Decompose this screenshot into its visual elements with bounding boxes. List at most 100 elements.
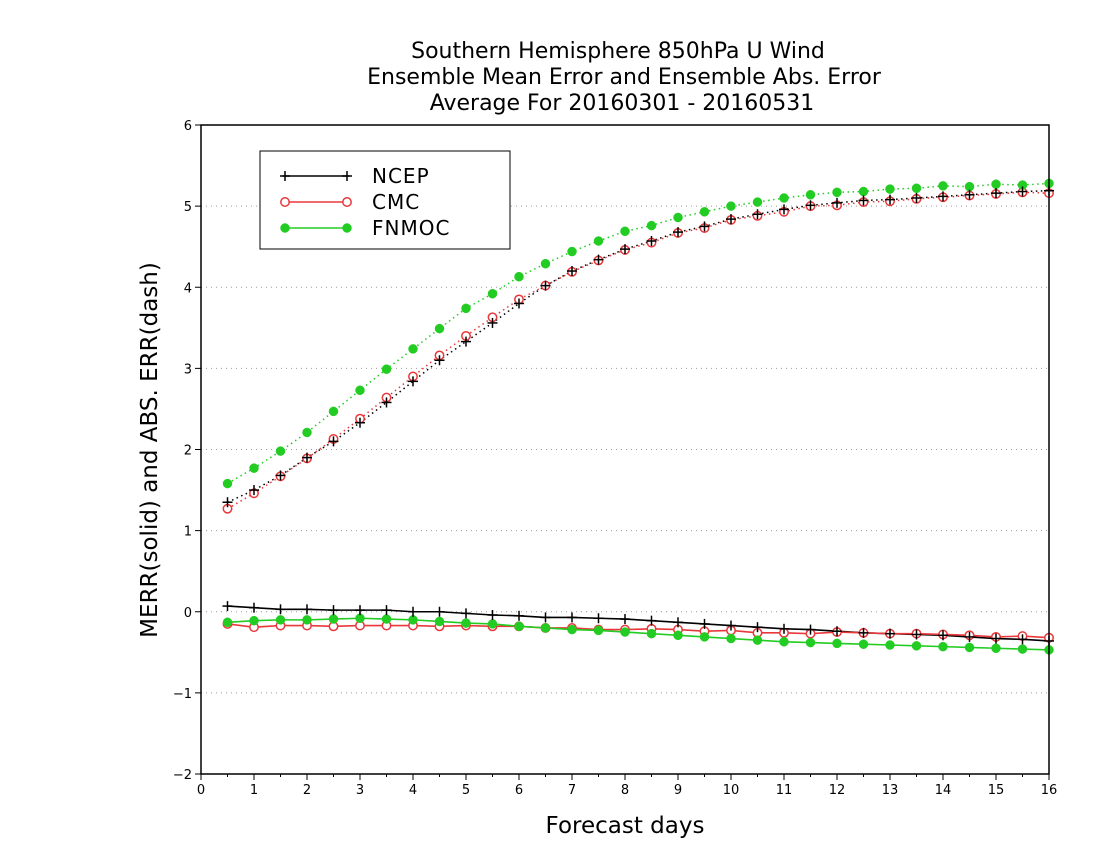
data-point — [302, 615, 312, 625]
data-point — [222, 601, 233, 612]
data-point — [911, 193, 922, 204]
y-tick-label: 5 — [184, 200, 192, 215]
data-point — [620, 614, 630, 625]
data-point — [381, 605, 392, 616]
data-point — [991, 643, 1001, 654]
y-tick-label: 6 — [184, 119, 192, 134]
data-point — [593, 613, 604, 624]
data-point — [487, 288, 498, 299]
data-point — [726, 620, 736, 631]
data-point — [1017, 186, 1028, 197]
data-point — [938, 191, 948, 202]
x-axis-ticks: 0 1 2 3 4 5 6 7 8 9 10 11 12 13 14 15 16 — [197, 774, 1057, 798]
data-point — [222, 497, 233, 508]
x-tick-label: 8 — [621, 783, 629, 798]
series-cmc-mean-line — [227, 623, 1050, 639]
data-point — [514, 621, 524, 632]
data-point — [752, 622, 763, 633]
x-tick-label: 3 — [356, 783, 364, 798]
data-point — [832, 638, 842, 649]
data-point — [461, 336, 471, 347]
legend-marker — [342, 223, 352, 233]
title-line-3: Average For 20160301 - 20160531 — [430, 91, 815, 116]
y-tick-label: −1 — [173, 687, 192, 702]
title-line-2: Ensemble Mean Error and Ensemble Abs. Er… — [367, 65, 882, 90]
data-point — [832, 626, 842, 637]
data-point — [805, 624, 816, 635]
series-ncep-mean-error — [227, 605, 1050, 642]
series-ncep-mean-line — [227, 605, 1050, 642]
x-tick-label: 10 — [723, 783, 740, 798]
data-point — [434, 616, 445, 627]
legend-item-ncep: NCEP — [280, 164, 429, 188]
data-point — [726, 633, 736, 644]
data-point — [328, 406, 339, 417]
data-point — [302, 604, 312, 615]
data-point — [646, 628, 657, 639]
data-point — [567, 246, 577, 257]
x-tick-label: 7 — [568, 783, 576, 798]
data-point — [355, 605, 365, 616]
data-point — [752, 209, 763, 220]
data-point — [673, 630, 683, 641]
series-cmc-abs-error — [227, 191, 1050, 510]
data-point — [487, 317, 498, 328]
x-tick-label: 9 — [674, 783, 682, 798]
legend-label: FNMOC — [372, 216, 450, 240]
data-point — [699, 618, 710, 629]
data-point — [461, 618, 471, 628]
data-point — [275, 615, 286, 625]
legend-marker — [342, 197, 352, 207]
legend-label: CMC — [372, 190, 420, 214]
data-point — [514, 271, 524, 282]
data-point — [752, 197, 763, 207]
y-tick-label: 1 — [184, 525, 192, 540]
data-point — [885, 640, 895, 650]
data-point — [249, 485, 259, 496]
x-tick-label: 6 — [515, 783, 523, 798]
data-point — [408, 376, 418, 387]
data-point — [699, 632, 710, 642]
data-point — [593, 236, 604, 246]
x-tick-label: 4 — [409, 783, 417, 798]
data-point — [408, 606, 418, 617]
data-point — [885, 628, 895, 639]
x-tick-label: 16 — [1041, 783, 1058, 798]
data-point — [514, 298, 524, 309]
data-point — [461, 608, 471, 619]
data-point — [964, 189, 975, 200]
y-tick-label: 0 — [184, 606, 192, 621]
data-point — [832, 197, 842, 208]
data-point — [646, 220, 657, 231]
data-point — [381, 614, 392, 624]
data-point — [249, 615, 259, 626]
x-tick-label: 2 — [303, 783, 311, 798]
data-point — [752, 635, 763, 645]
data-point — [858, 639, 869, 649]
data-point — [805, 637, 816, 648]
data-point — [275, 604, 286, 615]
data-point — [938, 630, 948, 641]
data-point — [434, 355, 445, 366]
data-point — [858, 186, 869, 197]
data-point — [328, 605, 339, 616]
data-point — [646, 236, 657, 247]
data-point — [1017, 634, 1028, 645]
y-tick-label: 3 — [184, 362, 192, 377]
data-point — [249, 602, 259, 613]
data-point — [222, 617, 233, 628]
data-point — [885, 194, 895, 205]
data-point — [858, 195, 869, 206]
data-point — [381, 397, 392, 408]
data-point — [222, 478, 233, 489]
x-axis-label: Forecast days — [546, 813, 705, 839]
data-point — [911, 629, 922, 640]
x-tick-label: 11 — [776, 783, 793, 798]
series-cmc-mean-error — [227, 623, 1050, 639]
x-tick-label: 14 — [935, 783, 952, 798]
data-point — [434, 606, 445, 617]
data-point — [249, 463, 259, 473]
data-point — [858, 627, 869, 638]
